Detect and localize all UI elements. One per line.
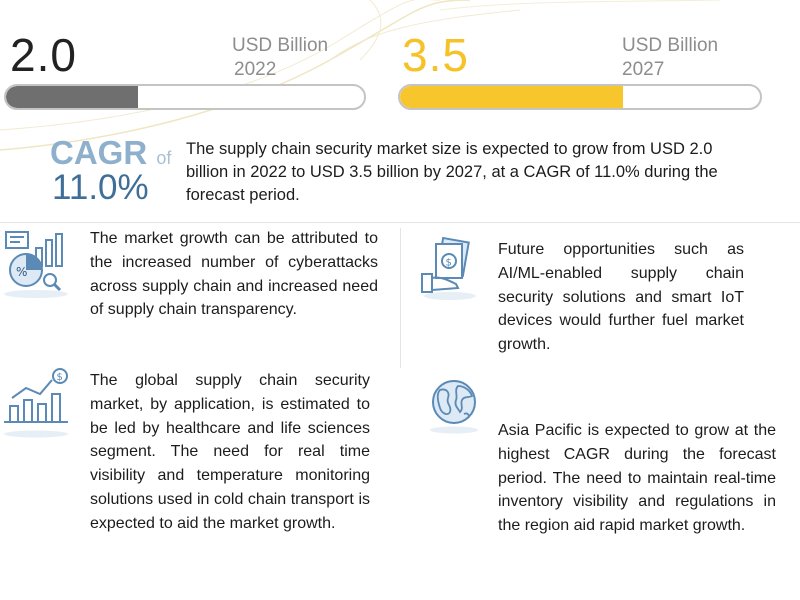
unit-label-2027: USD Billion xyxy=(622,35,719,56)
insight-growth-drivers: The market growth can be attributed to t… xyxy=(90,230,378,319)
svg-text:$: $ xyxy=(446,258,452,269)
insight-application: The global supply chain security market,… xyxy=(90,372,370,532)
cagr-of: of xyxy=(156,148,172,168)
insight-region: Asia Pacific is expected to grow at the … xyxy=(498,422,776,535)
insight-opportunities: Future opportunities such as AI/ML-enabl… xyxy=(498,241,744,354)
column-divider xyxy=(400,228,401,368)
decorative-curves xyxy=(0,0,721,151)
market-value-2027: 3.5 xyxy=(402,29,469,81)
svg-text:%: % xyxy=(16,265,27,279)
money-hand-icon: $ xyxy=(421,236,476,300)
svg-text:$: $ xyxy=(57,372,63,383)
market-bar-2027-fill xyxy=(400,86,624,108)
unit-label-2022: USD Billion xyxy=(232,35,329,56)
market-bar-2022-fill xyxy=(6,86,139,108)
globe-icon xyxy=(430,380,478,434)
market-bar-2027 xyxy=(398,84,762,110)
growth-bar-chart-icon: $ xyxy=(4,368,68,438)
year-label-2022: 2022 xyxy=(234,59,277,80)
market-summary: The supply chain security market size is… xyxy=(186,140,718,204)
cagr-label: CAGR xyxy=(50,134,148,171)
cagr-heading: CAGR of xyxy=(50,136,171,169)
year-label-2027: 2027 xyxy=(622,59,665,80)
market-bar-2022 xyxy=(4,84,366,110)
section-divider xyxy=(0,222,800,223)
analytics-chart-icon: % xyxy=(4,231,68,298)
cagr-value: 11.0% xyxy=(52,168,149,207)
market-value-2022: 2.0 xyxy=(10,29,77,81)
